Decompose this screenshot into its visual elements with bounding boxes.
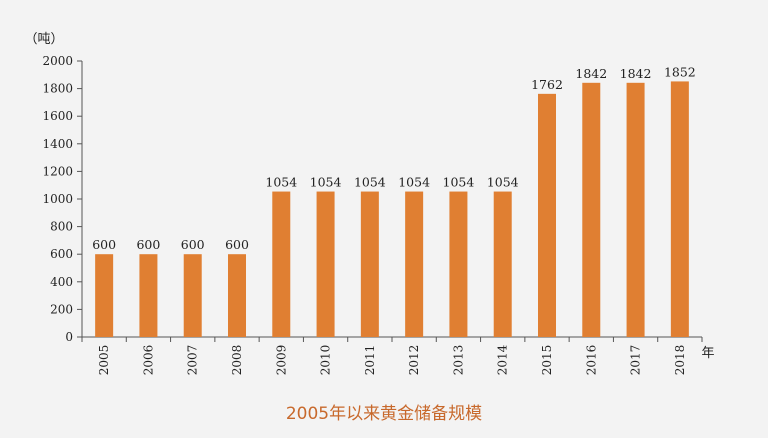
data-label: 1842 <box>620 66 652 81</box>
x-tick-label: 2014 <box>496 344 510 375</box>
bar <box>228 254 246 337</box>
x-tick-label: 2009 <box>274 345 288 376</box>
y-tick-label: 1600 <box>42 109 73 123</box>
bar <box>95 254 114 337</box>
bar <box>183 254 202 337</box>
y-tick-label: 1800 <box>42 82 73 96</box>
x-tick-label: 2011 <box>363 345 377 376</box>
x-tick-label: 2010 <box>319 345 333 376</box>
y-axis-unit-label: （吨） <box>24 32 63 47</box>
y-tick-label: 1400 <box>42 137 73 151</box>
bar <box>670 81 689 337</box>
bar <box>139 254 158 337</box>
x-tick-label: 2017 <box>629 345 643 376</box>
y-tick-label: 600 <box>50 247 73 261</box>
y-tick-label: 2000 <box>42 54 73 68</box>
x-tick-label: 2015 <box>540 345 554 376</box>
y-tick-label: 800 <box>50 220 73 234</box>
data-label: 600 <box>181 237 205 252</box>
chart-title: 2005年以来黄金储备规模 <box>285 404 483 424</box>
bar <box>626 82 645 337</box>
x-tick-label: 2008 <box>230 345 244 376</box>
bar <box>360 191 379 337</box>
bar <box>493 191 512 337</box>
y-tick-label: 400 <box>50 275 73 289</box>
bar <box>316 191 335 337</box>
x-tick-label: 2012 <box>407 345 421 376</box>
data-label: 1054 <box>354 175 386 190</box>
data-label: 600 <box>92 237 116 252</box>
x-tick-label: 2018 <box>673 345 687 376</box>
data-label: 1054 <box>398 175 430 190</box>
y-tick-label: 200 <box>50 302 73 316</box>
y-tick-label: 1000 <box>42 192 73 206</box>
data-label: 600 <box>136 237 160 252</box>
x-tick-label: 2006 <box>141 345 155 376</box>
bar <box>405 191 424 337</box>
data-label: 1842 <box>575 66 607 81</box>
data-label: 1054 <box>487 175 519 190</box>
data-label: 1054 <box>265 175 297 190</box>
data-label: 1054 <box>310 175 342 190</box>
data-label: 1762 <box>531 77 563 92</box>
data-label: 1054 <box>443 175 475 190</box>
x-tick-label: 2005 <box>97 345 111 376</box>
y-tick-label: 0 <box>65 330 73 344</box>
data-label: 600 <box>225 237 249 252</box>
axes: 0 200 400 600 800 1000 1200 1400 1600 1800 2000 200… <box>42 54 703 376</box>
y-tick-label: 1200 <box>42 164 73 178</box>
x-axis-unit-label: 年 <box>701 346 714 361</box>
bar <box>582 82 601 337</box>
bars: 600 600 600 600 1054 1054 1054 1054 1054 1054 1762… <box>92 64 696 338</box>
bar <box>538 93 556 338</box>
bar <box>272 191 291 337</box>
bar <box>449 191 468 337</box>
x-tick-label: 2007 <box>186 345 200 376</box>
data-label: 1852 <box>664 64 696 79</box>
x-tick-label: 2013 <box>451 345 465 376</box>
x-tick-label: 2016 <box>584 345 598 376</box>
